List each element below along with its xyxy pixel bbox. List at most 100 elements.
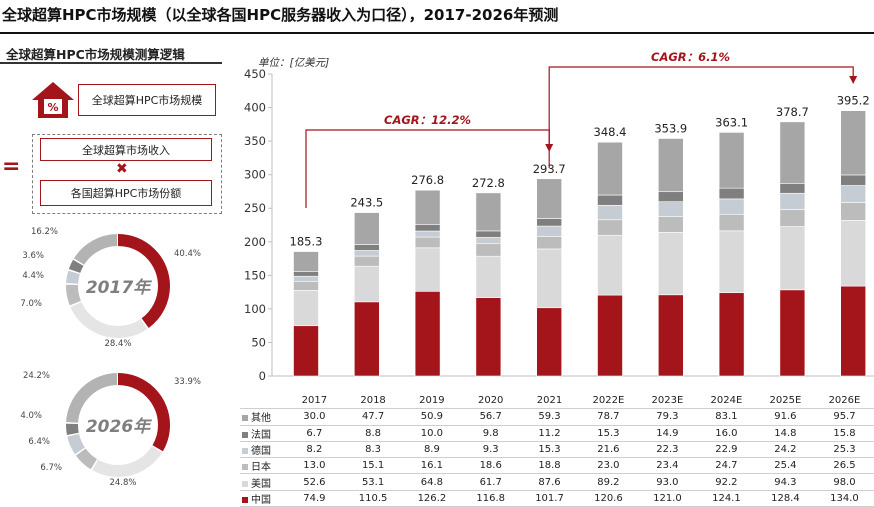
y-tick-label: 100 bbox=[244, 302, 266, 316]
bar-segment bbox=[597, 294, 623, 377]
bar-segment bbox=[779, 183, 806, 194]
bar-segment bbox=[779, 121, 806, 184]
bar-segment bbox=[353, 212, 380, 245]
table-corner bbox=[240, 393, 286, 410]
donut-slice bbox=[66, 234, 170, 338]
bar-segment bbox=[353, 255, 380, 267]
bar-segment bbox=[293, 275, 319, 283]
table-cell: 11.2 bbox=[520, 425, 579, 442]
cagr-arrows bbox=[305, 66, 858, 208]
bar-segment bbox=[293, 271, 319, 277]
series-name: 德国 bbox=[251, 446, 271, 458]
bar-segment bbox=[597, 204, 623, 221]
table-row: 美国 52.6 53.1 64.8 61.7 87.6 89.2 93.0 92.2 94.3 98… bbox=[240, 473, 874, 491]
bar-total-label: 348.4 bbox=[594, 125, 627, 139]
table-cell: 52.6 bbox=[285, 473, 344, 491]
table-cell: 61.7 bbox=[461, 473, 521, 491]
bar-segment bbox=[779, 192, 806, 210]
donut-slice bbox=[66, 373, 170, 477]
table-cell: 128.4 bbox=[755, 490, 815, 507]
bar-segment bbox=[840, 202, 867, 221]
table-row: 日本 13.0 15.1 16.1 18.6 18.8 23.0 23.4 24.7 25.4 26… bbox=[240, 457, 874, 475]
year-header: 2019 bbox=[402, 393, 462, 410]
table-cell: 15.3 bbox=[578, 425, 638, 442]
table-cell: 121.0 bbox=[637, 490, 697, 507]
market-size-box: 全球超算HPC市场规模 bbox=[78, 84, 216, 116]
table-cell: 47.7 bbox=[343, 408, 403, 426]
page-title: 全球超算HPC市场规模（以全球各国HPC服务器收入为口径），2017-2026年… bbox=[2, 6, 559, 24]
bar-segment bbox=[536, 218, 563, 227]
bar-segment bbox=[718, 292, 745, 377]
legend-swatch bbox=[242, 448, 248, 455]
table-cell: 15.3 bbox=[520, 441, 579, 459]
donut-center-label: 2026年 bbox=[86, 417, 152, 437]
table-row: 其他 30.0 47.7 50.9 56.7 59.3 78.7 79.3 83.1 91.6 95… bbox=[240, 408, 874, 426]
table-cell: 56.7 bbox=[461, 408, 521, 426]
bar-segment bbox=[718, 187, 745, 200]
series-name: 日本 bbox=[251, 462, 271, 474]
bar-segment bbox=[293, 325, 319, 377]
table-cell: 8.8 bbox=[343, 425, 403, 442]
table-cell: 134.0 bbox=[814, 490, 874, 507]
table-cell: 25.4 bbox=[755, 457, 815, 475]
table-cell: 8.9 bbox=[402, 441, 462, 459]
table-cell: 95.7 bbox=[814, 408, 874, 426]
bar-segment bbox=[475, 243, 502, 257]
bar-segment bbox=[293, 281, 319, 291]
series-label: 中国 bbox=[240, 490, 286, 507]
bar-total-label: 293.7 bbox=[533, 162, 566, 176]
y-tick-label: 300 bbox=[244, 168, 266, 182]
table-cell: 87.6 bbox=[520, 473, 579, 491]
table-cell: 14.9 bbox=[637, 425, 697, 442]
table-cell: 116.8 bbox=[461, 490, 521, 507]
table-cell: 8.2 bbox=[285, 441, 344, 459]
market-share-label: 各国超算HPC市场份额 bbox=[70, 187, 182, 200]
series-label: 法国 bbox=[240, 425, 286, 442]
bar-segment bbox=[779, 289, 806, 377]
series-label: 德国 bbox=[240, 441, 286, 459]
slice-pct-label: 28.4% bbox=[104, 339, 131, 349]
table-cell: 98.0 bbox=[814, 473, 874, 491]
bar-segment bbox=[840, 185, 867, 203]
donut-slice bbox=[66, 373, 170, 477]
year-header: 2026E bbox=[814, 393, 874, 410]
y-tick-label: 350 bbox=[244, 134, 266, 148]
table-cell: 23.0 bbox=[578, 457, 638, 475]
market-revenue-label: 全球超算市场收入 bbox=[82, 143, 170, 157]
bar-segment bbox=[718, 132, 745, 189]
bar-segment bbox=[414, 247, 441, 292]
bar-segment bbox=[414, 230, 441, 238]
series-label: 日本 bbox=[240, 457, 286, 475]
y-tick-label: 400 bbox=[244, 101, 266, 115]
table-cell: 8.3 bbox=[343, 441, 403, 459]
bar-total-label: 363.1 bbox=[715, 115, 748, 129]
table-cell: 126.2 bbox=[402, 490, 462, 507]
series-label: 美国 bbox=[240, 473, 286, 491]
bar-segment bbox=[353, 301, 380, 377]
table-cell: 6.7 bbox=[285, 425, 344, 442]
cagr-label-2017-2021: CAGR：12.2% bbox=[384, 113, 472, 127]
bar-segment bbox=[536, 225, 563, 237]
table-cell: 101.7 bbox=[520, 490, 579, 507]
bar-total-label: 185.3 bbox=[290, 235, 323, 249]
table-cell: 18.8 bbox=[520, 457, 579, 475]
bar-segment bbox=[779, 226, 806, 291]
legend-swatch bbox=[242, 431, 248, 438]
y-tick-label: 0 bbox=[259, 369, 266, 383]
table-cell: 22.3 bbox=[637, 441, 697, 459]
table-cell: 94.3 bbox=[755, 473, 815, 491]
bar-segment bbox=[840, 220, 867, 287]
title-divider bbox=[0, 32, 874, 34]
year-header: 2017 bbox=[285, 393, 344, 410]
table-cell: 25.3 bbox=[814, 441, 874, 459]
cagr-arrow-line bbox=[548, 66, 854, 168]
bar-segment bbox=[536, 236, 563, 250]
bar-segment bbox=[840, 285, 867, 377]
market-size-label: 全球超算HPC市场规模 bbox=[91, 94, 203, 107]
percent-house-icon: % bbox=[32, 82, 74, 118]
table-cell: 124.1 bbox=[696, 490, 756, 507]
bar-segment bbox=[597, 141, 623, 196]
bar-segment bbox=[657, 138, 684, 193]
table-cell: 9.8 bbox=[461, 425, 521, 442]
donut-chart-2026: 33.9% 24.8% 6.7% 6.4% 4.0% 24.2% 2026年 bbox=[20, 371, 201, 488]
